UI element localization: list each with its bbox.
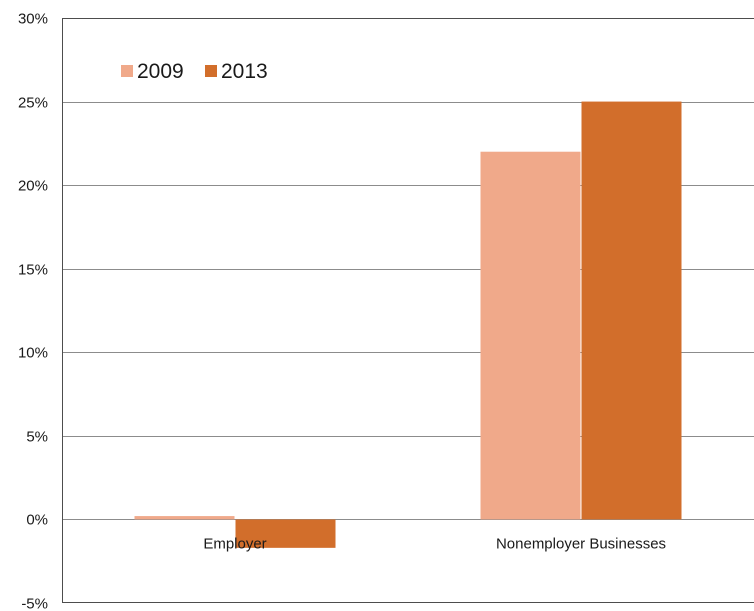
- legend-swatch-2013: [205, 65, 217, 77]
- category-label: Nonemployer Businesses: [496, 535, 666, 552]
- legend-swatch-2009: [121, 65, 133, 77]
- legend: 2009 2013: [121, 60, 268, 83]
- labels: -5% 0% 5% 10% 15% 20% 25% 30% Employer Nonemploye…: [18, 11, 666, 611]
- category-label: Employer: [203, 535, 266, 552]
- axes: [62, 18, 754, 603]
- bar-2013-1: [581, 101, 682, 520]
- legend-label: 2009: [137, 60, 184, 83]
- y-tick-label: 25%: [18, 95, 48, 112]
- legend-label: 2013: [221, 60, 268, 83]
- y-tick-label: 0%: [26, 512, 48, 529]
- y-tick-label: 30%: [18, 11, 48, 28]
- bar-2009-1: [480, 151, 581, 520]
- y-tick-label: -5%: [21, 596, 48, 611]
- bar-2009-0: [134, 516, 235, 520]
- gridlines: [62, 102, 754, 520]
- y-tick-label: 10%: [18, 345, 48, 362]
- y-tick-label: 20%: [18, 178, 48, 195]
- bar-2013-0: [235, 519, 336, 548]
- y-tick-label: 15%: [18, 262, 48, 279]
- y-tick-label: 5%: [26, 429, 48, 446]
- bars: [134, 101, 682, 548]
